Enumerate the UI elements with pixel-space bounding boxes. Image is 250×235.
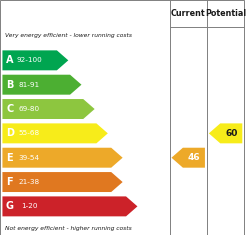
Polygon shape bbox=[172, 148, 205, 168]
Text: Very energy efficient - lower running costs: Very energy efficient - lower running co… bbox=[5, 33, 132, 38]
Text: 39-54: 39-54 bbox=[19, 155, 40, 161]
Text: 60: 60 bbox=[225, 129, 237, 138]
Polygon shape bbox=[2, 196, 138, 216]
Text: 81-91: 81-91 bbox=[19, 82, 40, 88]
Polygon shape bbox=[2, 75, 82, 95]
Text: C: C bbox=[6, 104, 14, 114]
Polygon shape bbox=[2, 50, 68, 70]
Text: 1-20: 1-20 bbox=[21, 203, 38, 209]
Text: 92-100: 92-100 bbox=[16, 57, 42, 63]
Text: F: F bbox=[6, 177, 13, 187]
Text: Current: Current bbox=[171, 9, 205, 18]
Text: A: A bbox=[6, 55, 14, 65]
Polygon shape bbox=[2, 172, 122, 192]
Text: 55-68: 55-68 bbox=[19, 130, 40, 136]
Polygon shape bbox=[2, 148, 122, 168]
Text: G: G bbox=[6, 201, 14, 211]
Text: D: D bbox=[6, 128, 14, 138]
Text: E: E bbox=[6, 153, 13, 163]
Polygon shape bbox=[209, 123, 242, 143]
Text: Not energy efficient - higher running costs: Not energy efficient - higher running co… bbox=[5, 226, 132, 231]
Polygon shape bbox=[2, 123, 108, 143]
Text: 21-38: 21-38 bbox=[19, 179, 40, 185]
Text: 69-80: 69-80 bbox=[19, 106, 40, 112]
Text: 46: 46 bbox=[188, 153, 200, 162]
Text: B: B bbox=[6, 80, 14, 90]
Polygon shape bbox=[2, 99, 95, 119]
Text: Potential: Potential bbox=[205, 9, 246, 18]
